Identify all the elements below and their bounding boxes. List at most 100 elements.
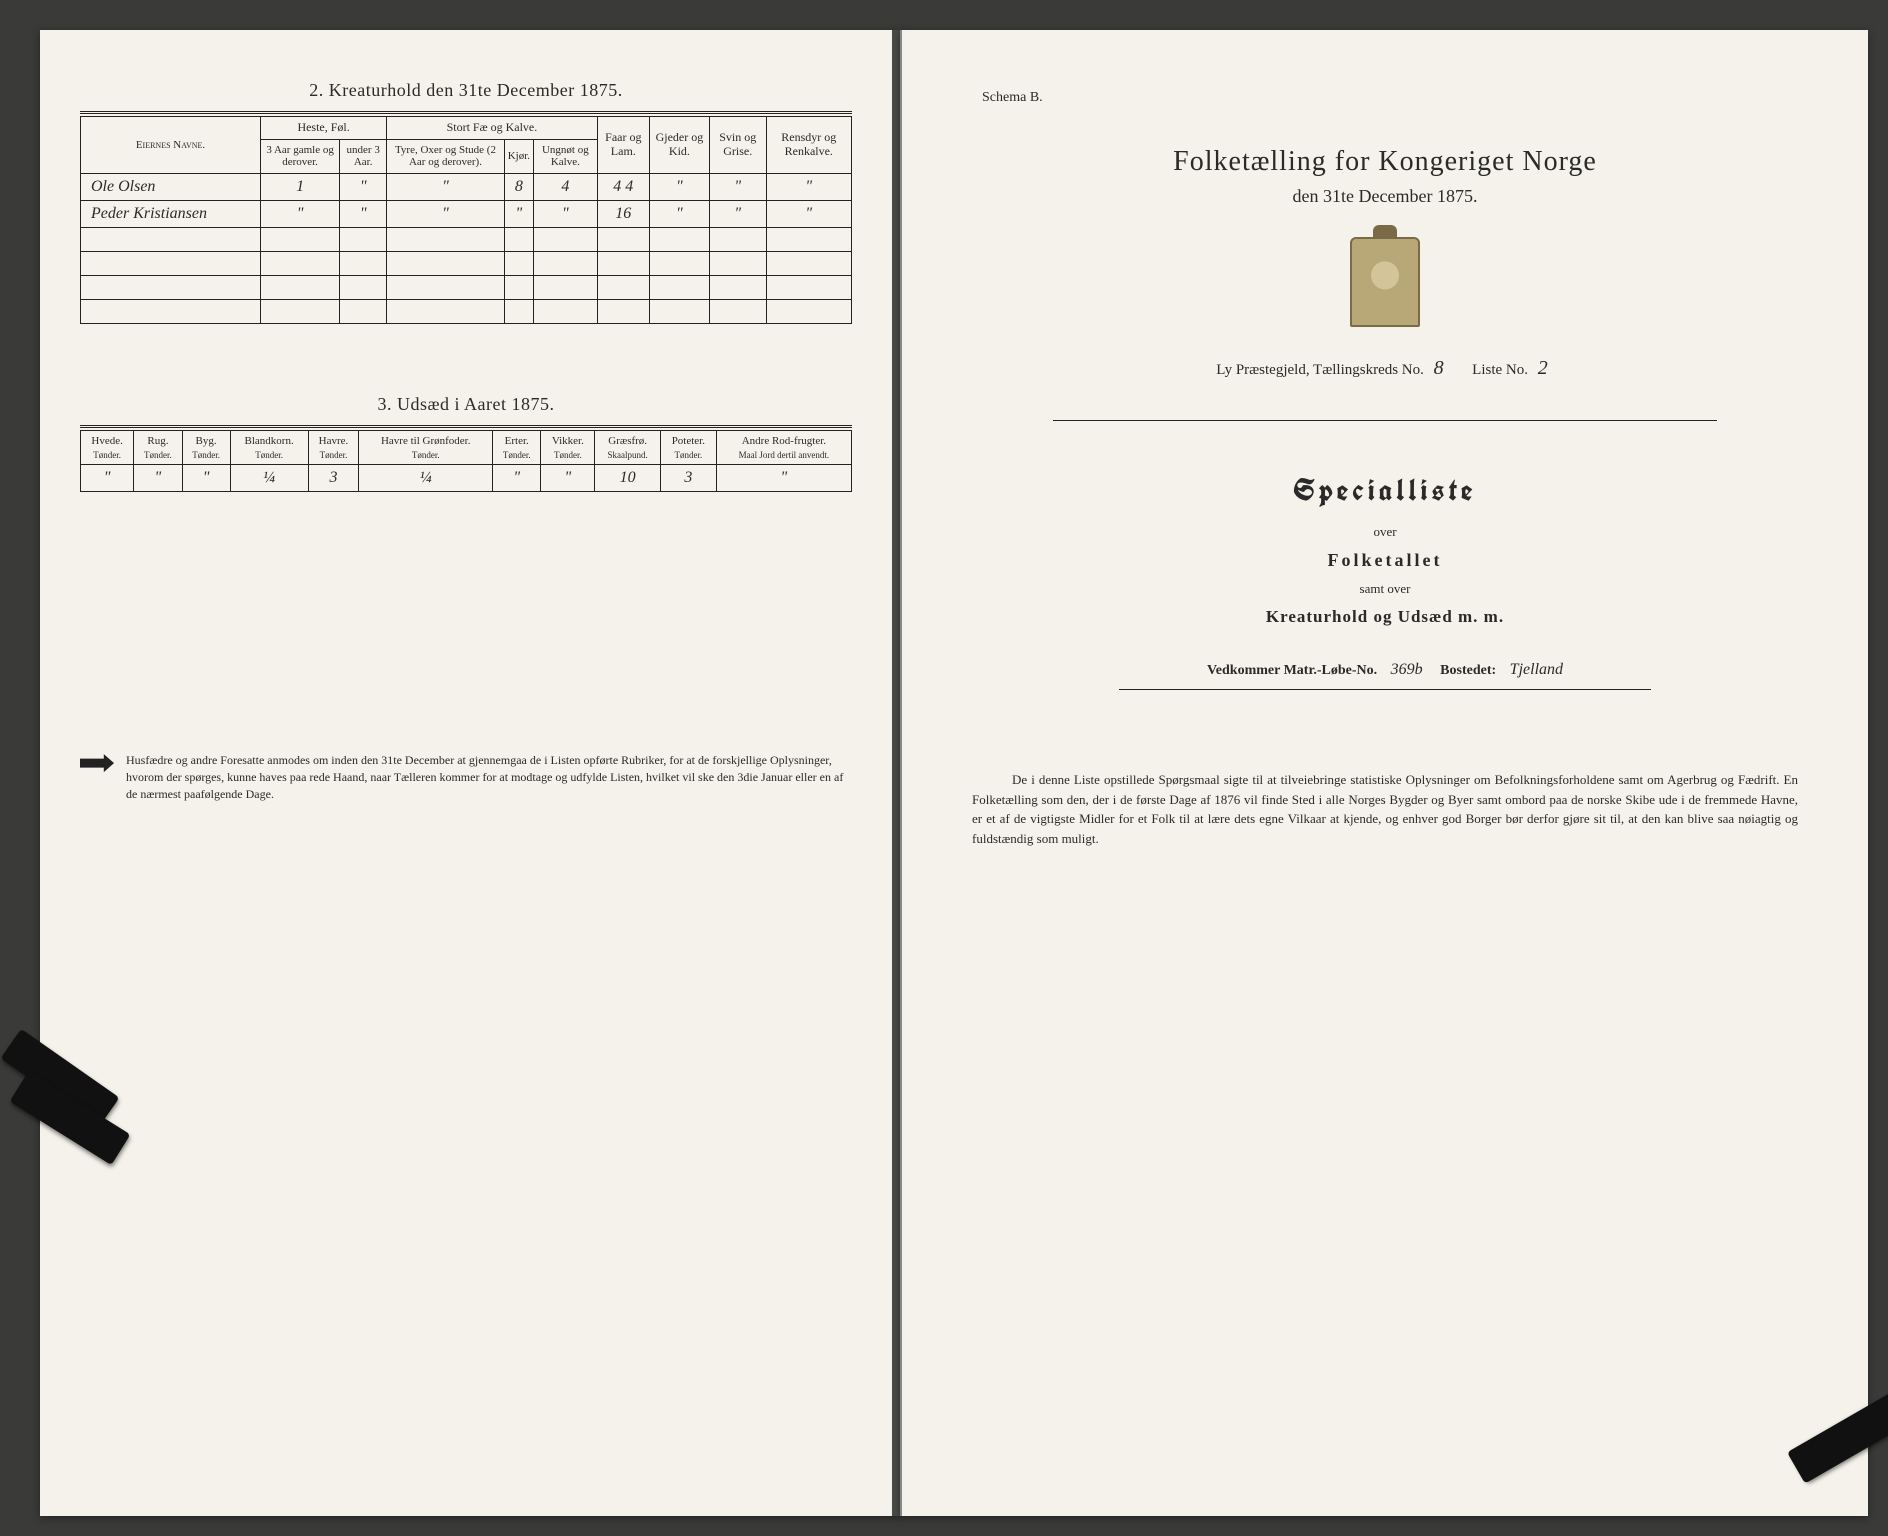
livestock-table: Eiernes Navne. Heste, Føl. Stort Fæ og K… (80, 116, 852, 324)
table-row (81, 228, 852, 252)
col-sheep: Faar og Lam. (597, 117, 649, 174)
cell: 16 (597, 201, 649, 228)
cell (534, 276, 598, 300)
cell (534, 300, 598, 324)
table-row: Peder Kristiansen"""""16""" (81, 201, 852, 228)
cell (534, 228, 598, 252)
section2-title: 2. Kreaturhold den 31te December 1875. (80, 80, 852, 101)
bostedet-value: Tjelland (1500, 661, 1563, 678)
table-row (81, 300, 852, 324)
cell: " (766, 174, 851, 201)
cell (387, 276, 505, 300)
cell: " (340, 174, 387, 201)
cell (534, 252, 598, 276)
owner-name: Ole Olsen (81, 174, 261, 201)
census-date: den 31te December 1875. (942, 186, 1828, 207)
cell (81, 228, 261, 252)
cell (387, 252, 505, 276)
cell (709, 276, 766, 300)
col-horse-young: under 3 Aar. (340, 139, 387, 173)
rule (1053, 420, 1718, 421)
col-goats: Gjeder og Kid. (649, 117, 709, 174)
owner-name: Peder Kristiansen (81, 201, 261, 228)
seed-col-header: Blandkorn.Tønder. (230, 431, 308, 465)
cell (597, 300, 649, 324)
rule (80, 425, 852, 428)
cell: 4 4 (597, 174, 649, 201)
cell (340, 252, 387, 276)
cell: " (387, 201, 505, 228)
cell: " (534, 201, 598, 228)
folketallet-label: Folketallet (942, 550, 1828, 571)
seed-col-header: Erter.Tønder. (493, 431, 541, 465)
footnote-text: Husfædre og andre Foresatte anmodes om i… (126, 752, 852, 802)
cell: " (649, 201, 709, 228)
matr-line: Vedkommer Matr.-Løbe-No. 369b Bostedet: … (942, 661, 1828, 679)
cell (597, 276, 649, 300)
pointer-icon (80, 754, 114, 772)
col-group-horses: Heste, Føl. (261, 117, 387, 140)
cell (709, 252, 766, 276)
cell (81, 252, 261, 276)
cell: " (493, 465, 541, 492)
seed-col-header: Havre til Grønfoder.Tønder. (359, 431, 493, 465)
cell (597, 252, 649, 276)
col-owner-names: Eiernes Navne. (81, 117, 261, 174)
cell (261, 252, 340, 276)
table-row: Ole Olsen1""844 4""" (81, 174, 852, 201)
cell: " (182, 465, 230, 492)
cell (709, 228, 766, 252)
cell: " (504, 201, 533, 228)
specialliste-heading: Specialliste (942, 471, 1828, 510)
cell: " (716, 465, 851, 492)
rule (80, 111, 852, 114)
cell (504, 300, 533, 324)
footnote: Husfædre og andre Foresatte anmodes om i… (80, 752, 852, 802)
col-cows: Kjør. (504, 139, 533, 173)
seed-table: Hvede.Tønder.Rug.Tønder.Byg.Tønder.Bland… (80, 430, 852, 492)
cell: " (261, 201, 340, 228)
liste-number: 2 (1532, 357, 1554, 379)
schema-label: Schema B. (982, 90, 1828, 106)
cell: " (709, 201, 766, 228)
col-pigs: Svin og Grise. (709, 117, 766, 174)
seed-col-header: Havre.Tønder. (308, 431, 359, 465)
coat-of-arms-icon (1350, 237, 1420, 327)
cell (504, 252, 533, 276)
cell (504, 228, 533, 252)
cell (261, 276, 340, 300)
cell: " (81, 465, 134, 492)
cell: ¼ (230, 465, 308, 492)
clip-icon (1787, 1392, 1888, 1483)
cell (597, 228, 649, 252)
instruction-paragraph: De i denne Liste opstillede Spørgsmaal s… (942, 770, 1828, 848)
cell (709, 300, 766, 324)
cell (504, 276, 533, 300)
cell: " (709, 174, 766, 201)
cell: 3 (308, 465, 359, 492)
bostedet-label: Bostedet: (1440, 663, 1496, 678)
cell: ¼ (359, 465, 493, 492)
cell (340, 300, 387, 324)
cell: " (387, 174, 505, 201)
cell: 1 (261, 174, 340, 201)
seed-col-header: Græsfrø.Skaalpund. (595, 431, 661, 465)
cell: 4 (534, 174, 598, 201)
cell: 3 (660, 465, 716, 492)
over-label: over (942, 524, 1828, 540)
vedk-label: Vedkommer Matr.-Løbe-No. (1207, 663, 1377, 678)
cell (649, 228, 709, 252)
cell (81, 276, 261, 300)
cell: 10 (595, 465, 661, 492)
cell (387, 228, 505, 252)
seed-col-header: Poteter.Tønder. (660, 431, 716, 465)
cell (649, 252, 709, 276)
cell: " (766, 201, 851, 228)
cell (649, 276, 709, 300)
seed-col-header: Byg.Tønder. (182, 431, 230, 465)
col-calves: Ungnøt og Kalve. (534, 139, 598, 173)
seed-col-header: Andre Rod-frugter.Maal Jord dertil anven… (716, 431, 851, 465)
cell (766, 276, 851, 300)
cell (766, 252, 851, 276)
liste-label: Liste No. (1472, 362, 1528, 378)
